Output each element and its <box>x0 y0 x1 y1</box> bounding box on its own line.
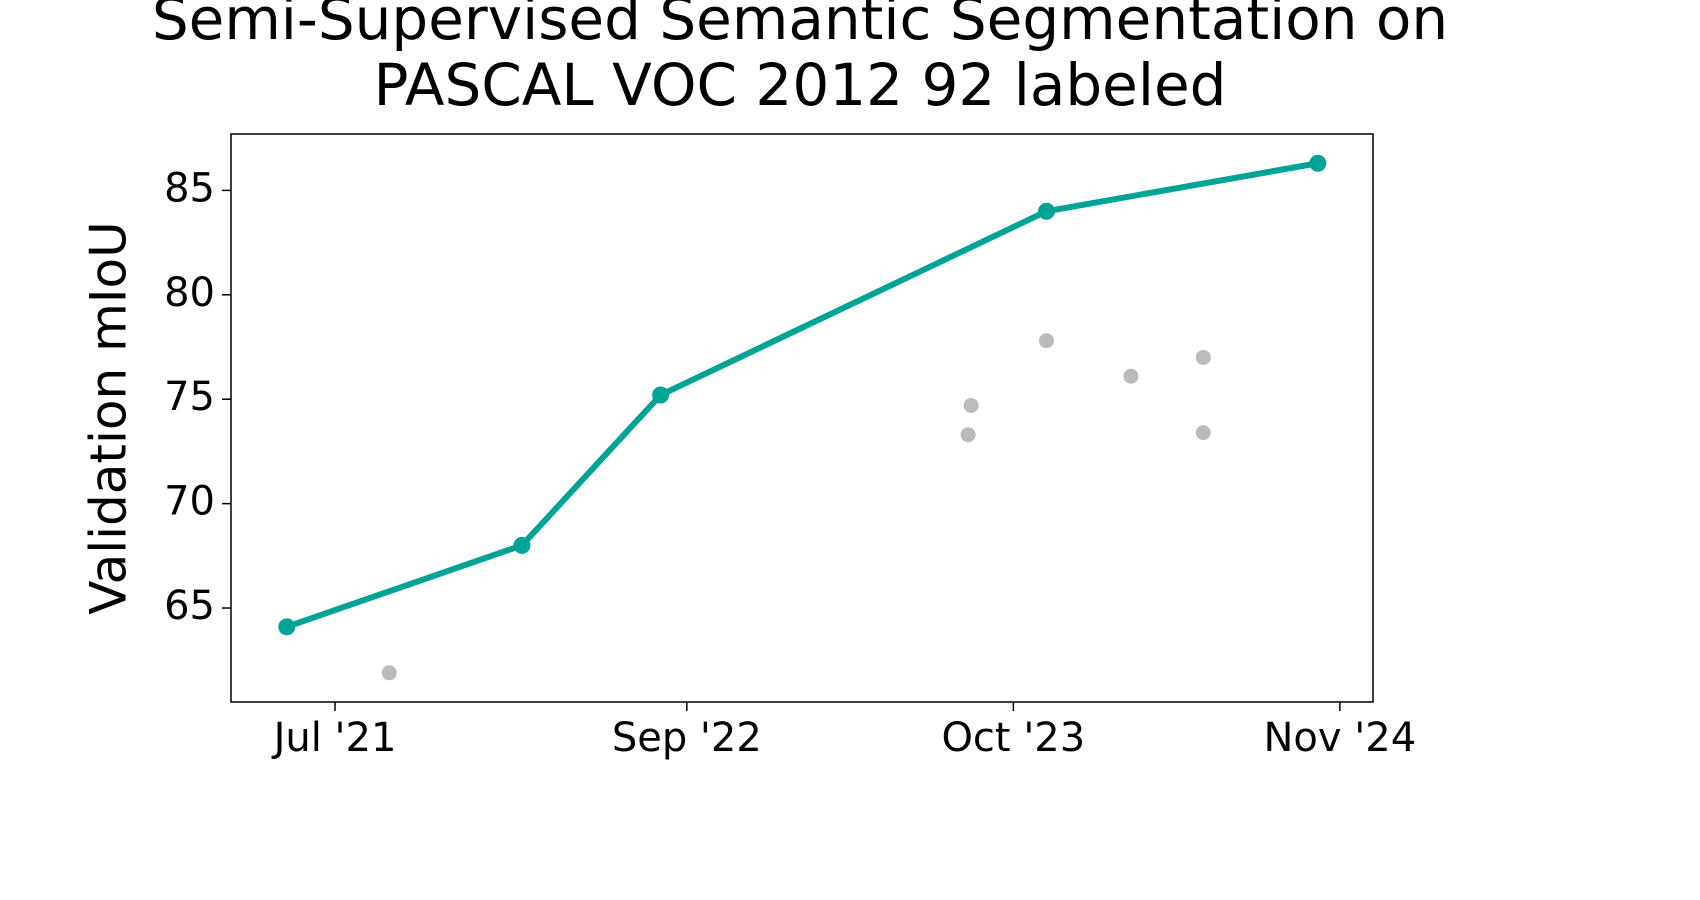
point <box>1195 425 1211 441</box>
y-tick-label: 75 <box>164 374 215 420</box>
x-tick-label: Oct '23 <box>941 715 1085 761</box>
point <box>278 618 296 636</box>
point <box>1195 349 1211 365</box>
point <box>652 386 670 404</box>
point <box>381 665 397 681</box>
point <box>513 536 531 554</box>
y-tick-label: 85 <box>164 165 215 211</box>
point <box>1038 333 1054 349</box>
point <box>1309 154 1327 172</box>
y-tick-label: 80 <box>164 270 215 316</box>
x-tick-label: Jul '21 <box>271 715 397 761</box>
plot-frame <box>230 133 1374 703</box>
point <box>960 427 976 443</box>
point <box>1037 202 1055 220</box>
x-tick-label: Nov '24 <box>1263 715 1416 761</box>
y-tick-label: 70 <box>164 479 215 525</box>
point <box>1123 368 1139 384</box>
y-tick-label: 65 <box>164 583 215 629</box>
y-axis-label: Validation mIoU <box>80 221 138 614</box>
point <box>963 397 979 413</box>
line <box>285 160 1319 630</box>
chart-title: Semi-Supervised Semantic Segmentation on… <box>151 0 1449 119</box>
x-tick-label: Sep '22 <box>612 715 762 761</box>
